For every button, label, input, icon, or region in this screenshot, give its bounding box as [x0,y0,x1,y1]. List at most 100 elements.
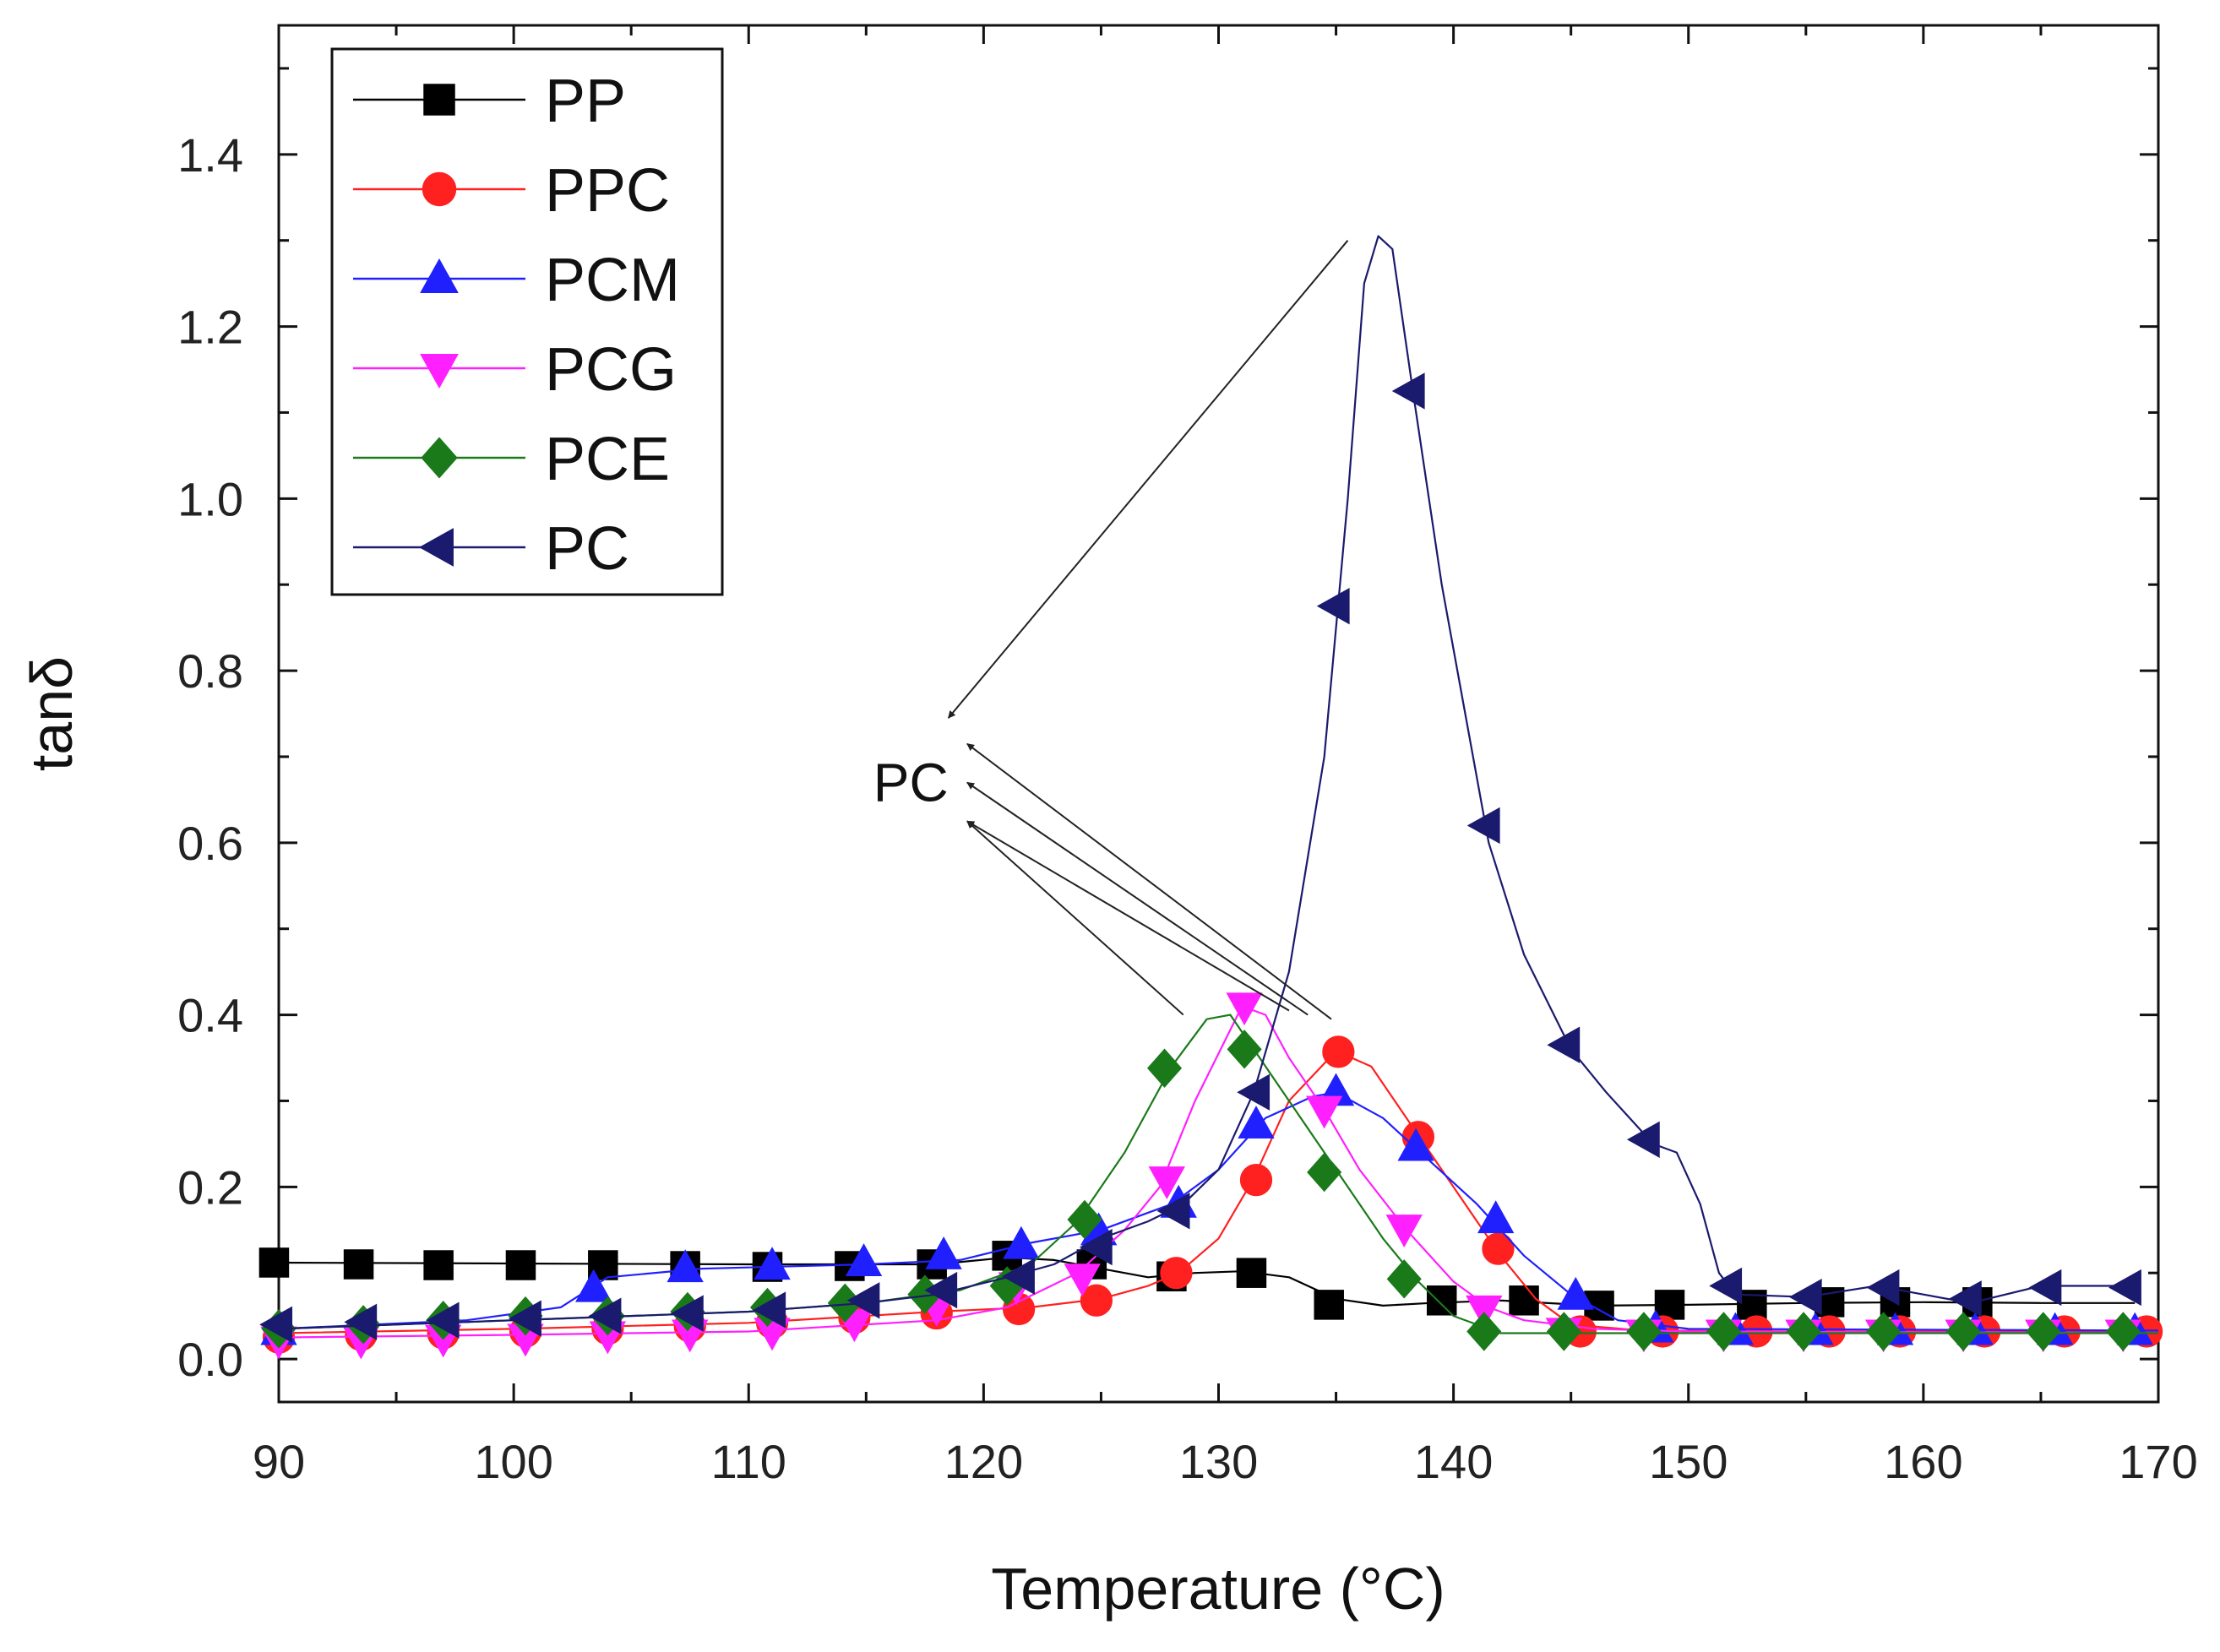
annotation-arrow [966,781,1309,1016]
data-point-pce [2026,1312,2061,1351]
data-point-pce [1466,1312,1502,1351]
data-point-pc [1237,1073,1271,1111]
y-tick-label: 1.4 [177,128,243,182]
data-point-pp [1314,1290,1344,1320]
data-point-pcm [667,1249,704,1283]
y-tick-label: 0.2 [177,1160,243,1214]
annotation-label: PC [873,753,949,813]
data-point-pcm [1477,1200,1515,1234]
data-point-pc [2108,1269,2141,1307]
data-point-pc [1156,1193,1190,1230]
data-point-pp [1654,1290,1685,1320]
data-point-pc [588,1297,622,1334]
legend-label-pp: PP [545,68,626,135]
annotation-arrow [947,240,1349,719]
data-point-pc [1079,1228,1113,1266]
data-point-pp [1236,1258,1267,1288]
x-axis: 90 100 110 120 130 140 150 160 170 [253,25,2198,1488]
data-point-pc [670,1295,704,1332]
legend-item-pc: PC [353,515,629,583]
data-point-pcm [754,1247,791,1280]
data-point-ppc [1080,1284,1113,1317]
y-tick-label: 0.8 [177,644,243,698]
annotation-arrow [966,820,1290,1012]
data-point-pp [1509,1285,1539,1316]
x-tick-label: 140 [1414,1435,1493,1488]
x-tick-label: 110 [711,1435,786,1488]
data-point-ppc [1239,1164,1273,1197]
data-point-pp [505,1250,536,1280]
x-tick-label: 150 [1649,1435,1728,1488]
data-point-pce [1307,1152,1342,1193]
data-point-pc [1709,1267,1743,1305]
legend-marker-pce [421,437,458,479]
data-point-pc [1002,1258,1035,1295]
x-tick-label: 120 [944,1435,1023,1488]
x-tick-label: 90 [253,1435,305,1488]
y-tick-label: 0.4 [177,989,243,1042]
y-tick-label: 1.0 [177,472,243,525]
data-point-pce [1945,1312,1981,1351]
annotation-arrow [966,820,1184,1016]
data-point-pce [2105,1312,2141,1351]
data-point-pc [1788,1279,1822,1316]
legend-item-pce: PCE [353,426,670,493]
data-point-pce [1386,1259,1422,1299]
plot-series [258,235,2163,1360]
legend-marker-pp [423,84,455,116]
legend-label-pcg: PCG [545,336,677,404]
data-point-pce [1546,1312,1581,1351]
data-point-pc [2028,1269,2062,1307]
data-point-ppc [1322,1035,1355,1068]
series-pc [259,235,2141,1343]
data-point-pc [1391,372,1425,410]
annotation-arrow [966,742,1332,1020]
data-point-pcg [1385,1215,1423,1248]
y-tick-label: 1.2 [177,301,243,354]
data-point-pc [344,1303,378,1340]
legend-box [330,47,724,596]
data-point-pcm [1003,1225,1040,1259]
x-tick-label: 170 [2119,1435,2197,1488]
data-point-pc [1626,1121,1660,1158]
data-point-pcm [1557,1276,1594,1310]
series-line-pc [278,235,2136,1330]
legend-label-pce: PCE [545,426,670,493]
data-point-pcg [1305,1095,1343,1129]
data-point-pc [1547,1026,1581,1063]
data-point-ppc [1482,1232,1515,1265]
series-ppc [262,1035,2163,1354]
data-point-ppc [1160,1257,1193,1290]
legend-marker-pcg [420,354,459,389]
legend: PP PPC PCM PCG PCE PC [330,47,724,596]
data-point-pp [343,1249,374,1280]
y-tick-label: 0.0 [177,1333,243,1386]
data-point-pp [258,1247,290,1278]
data-point-pc [1466,807,1500,845]
legend-item-ppc: PPC [353,157,670,225]
legend-marker-ppc [422,171,457,207]
legend-marker-pc [418,528,454,567]
data-point-pp [1426,1285,1457,1316]
data-point-pce [1146,1048,1183,1088]
legend-item-pcm: PCM [353,247,680,314]
legend-item-pp: PP [353,68,626,135]
legend-marker-pcm [420,258,459,293]
series-line-pcg [278,1005,2159,1339]
series-line-pcm [278,1091,2159,1332]
legend-label-pc: PC [545,515,629,583]
data-point-pce [1866,1312,1902,1351]
data-point-pc [846,1282,880,1319]
data-point-pc [509,1300,541,1337]
series-pce [261,1013,2158,1351]
legend-item-pcg: PCG [353,336,677,404]
data-point-pc [1948,1280,1982,1318]
x-axis-title: Temperature (°C) [991,1556,1445,1622]
data-point-pce [1227,1030,1262,1069]
data-point-pc [259,1306,293,1343]
data-point-pc [753,1291,786,1329]
data-point-pcm [575,1269,612,1302]
legend-label-pcm: PCM [545,247,680,314]
y-axis-title: tanδ [19,656,84,771]
